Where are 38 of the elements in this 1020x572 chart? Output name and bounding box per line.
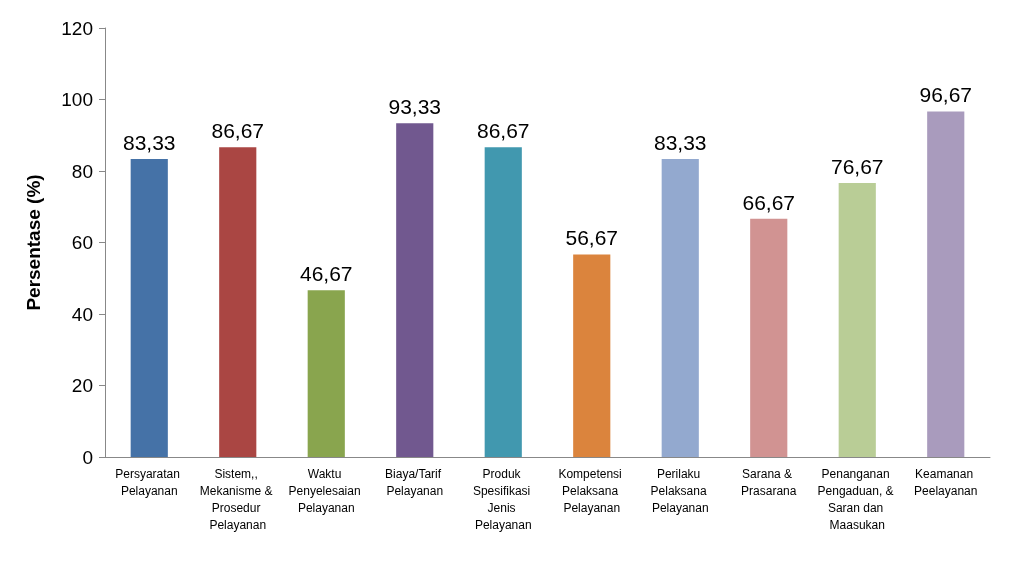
data-label: 96,67 bbox=[919, 83, 973, 107]
x-tick-label: Sarana & Prasarana bbox=[741, 466, 797, 498]
bar bbox=[661, 159, 699, 457]
x-tick-label: Keamanan Peelayanan bbox=[914, 466, 978, 498]
y-tick-label: 120 bbox=[61, 17, 93, 39]
bar bbox=[573, 254, 611, 457]
y-tick-label: 40 bbox=[71, 303, 93, 325]
y-axis-title: Persentase (%) bbox=[23, 174, 44, 311]
y-tick-label: 20 bbox=[71, 375, 93, 396]
bar bbox=[838, 182, 876, 457]
y-tick-label: 100 bbox=[61, 89, 93, 110]
x-tick-label: Sistem,, Mekanisme & Prosedur Pelayanan bbox=[199, 466, 276, 532]
data-label: 56,67 bbox=[565, 226, 619, 250]
x-tick-label: Kompetensi Pelaksana Pelayanan bbox=[558, 466, 626, 515]
data-label: 83,33 bbox=[653, 131, 707, 155]
bar bbox=[484, 147, 522, 457]
bar bbox=[927, 111, 965, 457]
x-tick-label: Waktu Penyelesaian Pelayanan bbox=[288, 466, 364, 515]
data-label: 86,67 bbox=[476, 119, 530, 143]
data-label: 46,67 bbox=[299, 262, 353, 286]
bar bbox=[219, 147, 257, 457]
x-tick-label: Persyaratan Pelayanan bbox=[115, 466, 184, 498]
data-label: 83,33 bbox=[122, 131, 176, 155]
x-tick-label: Biaya/Tarif Pelayanan bbox=[385, 466, 445, 498]
bar bbox=[307, 290, 345, 457]
data-label: 66,67 bbox=[742, 190, 796, 214]
bar bbox=[396, 123, 434, 457]
x-tick-label: Produk Spesifikasi Jenis Pelayanan bbox=[472, 466, 534, 532]
bar bbox=[130, 159, 168, 457]
data-label: 86,67 bbox=[211, 119, 265, 143]
x-tick-label: Perilaku Pelaksana Pelayanan bbox=[650, 466, 710, 515]
bar bbox=[750, 218, 788, 457]
y-tick-label: 80 bbox=[71, 160, 93, 182]
y-tick-label: 60 bbox=[71, 232, 93, 253]
data-label: 93,33 bbox=[388, 95, 442, 119]
x-tick-label: Penanganan Pengaduan, & Saran dan Maasukan bbox=[817, 466, 897, 532]
y-tick-label: 0 bbox=[82, 446, 93, 468]
data-label: 76,67 bbox=[830, 154, 884, 178]
